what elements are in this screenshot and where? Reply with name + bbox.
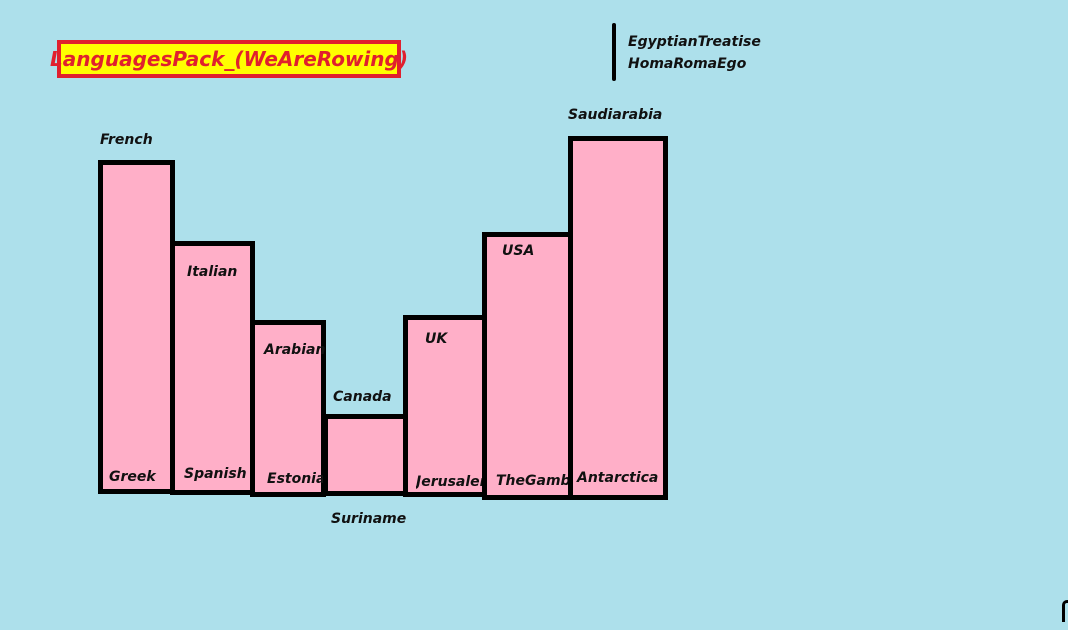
bar-top-label: UK [425, 331, 448, 347]
bar-saudiarabia [568, 136, 668, 500]
bar-bottom-label: TheGambia [496, 473, 568, 489]
bar-top-label: Saudiarabia [568, 107, 663, 123]
bar-bottom-label: Spanish [184, 466, 247, 482]
bar-arabian [250, 320, 326, 497]
bar-bottom-label: Suriname [331, 511, 407, 527]
bar-top-label: French [100, 132, 153, 148]
bar-top-label: Arabian [264, 342, 326, 358]
bar-bottom-label: Jerusalem [416, 474, 484, 490]
bar-uk [403, 315, 488, 497]
corner-mark [1062, 600, 1068, 622]
legend-item-1: EgyptianTreatise [628, 34, 761, 50]
legend-item-2: HomaRomaEgo [628, 56, 747, 72]
bar-bottom-label: Antarctica [577, 470, 659, 486]
bar-top-label: Italian [187, 264, 238, 280]
bar-bottom-label: Estonia [267, 471, 326, 487]
bar-top-label: USA [502, 243, 535, 259]
bar-italian [170, 241, 255, 495]
bar-bottom-label: Greek [109, 469, 156, 485]
chart-title-text: LanguagesPack_(WeAreRowing) [50, 47, 408, 71]
chart-title: LanguagesPack_(WeAreRowing) [50, 40, 408, 78]
bar-french [98, 160, 175, 494]
bar-usa [482, 232, 575, 500]
bar-canada [323, 414, 408, 496]
legend-divider [612, 23, 616, 81]
bar-top-label: Canada [333, 389, 392, 405]
